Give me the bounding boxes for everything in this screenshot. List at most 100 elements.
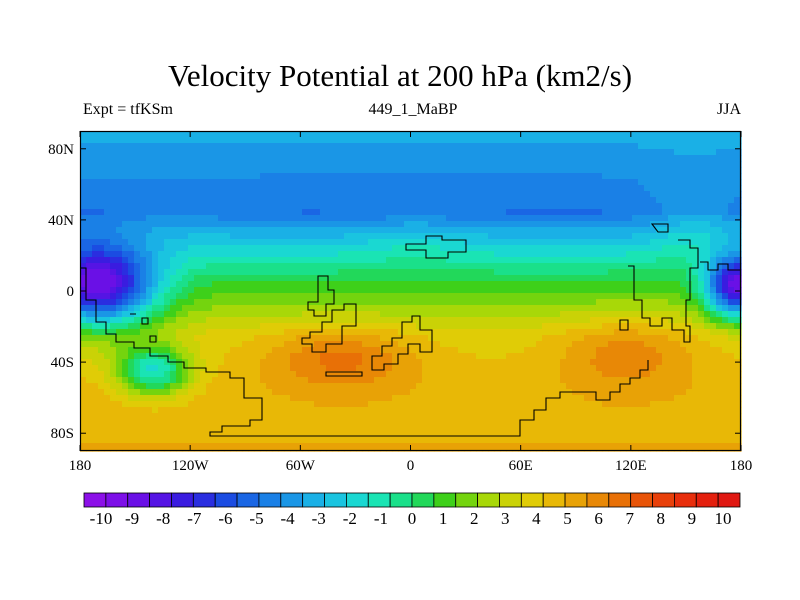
field-cell	[446, 341, 453, 348]
field-cell	[98, 275, 105, 282]
field-cell	[452, 293, 459, 300]
field-cell	[296, 215, 303, 222]
field-cell	[350, 293, 357, 300]
field-cell	[668, 383, 675, 390]
field-cell	[266, 221, 273, 228]
field-cell	[164, 341, 171, 348]
field-cell	[590, 353, 597, 360]
field-cell	[428, 317, 435, 324]
field-cell	[434, 161, 441, 168]
field-cell	[668, 371, 675, 378]
field-cell	[272, 299, 279, 306]
field-cell	[590, 323, 597, 330]
field-cell	[698, 167, 705, 174]
field-cell	[644, 293, 651, 300]
field-cell	[590, 341, 597, 348]
field-cell	[302, 209, 309, 216]
field-cell	[272, 365, 279, 372]
field-cell	[662, 341, 669, 348]
field-cell	[398, 365, 405, 372]
field-cell	[722, 179, 729, 186]
field-cell	[230, 197, 237, 204]
field-cell	[416, 257, 423, 264]
field-cell	[302, 131, 309, 138]
field-cell	[482, 131, 489, 138]
field-cell	[554, 167, 561, 174]
field-cell	[614, 341, 621, 348]
field-cell	[668, 179, 675, 186]
field-cell	[104, 221, 111, 228]
field-cell	[446, 287, 453, 294]
field-cell	[398, 317, 405, 324]
field-cell	[224, 317, 231, 324]
field-cell	[308, 281, 315, 288]
field-cell	[104, 251, 111, 258]
field-cell	[152, 221, 159, 228]
field-cell	[686, 383, 693, 390]
field-cell	[152, 215, 159, 222]
field-cell	[404, 245, 411, 252]
field-cell	[278, 329, 285, 336]
field-cell	[464, 287, 471, 294]
field-cell	[686, 173, 693, 180]
field-cell	[308, 197, 315, 204]
field-cell	[152, 239, 159, 246]
field-cell	[254, 149, 261, 156]
field-cell	[188, 197, 195, 204]
field-cell	[296, 173, 303, 180]
field-cell	[470, 221, 477, 228]
field-cell	[176, 329, 183, 336]
field-cell	[236, 239, 243, 246]
field-cell	[302, 179, 309, 186]
field-cell	[332, 371, 339, 378]
field-cell	[362, 209, 369, 216]
field-cell	[428, 149, 435, 156]
field-cell	[302, 137, 309, 144]
field-cell	[482, 359, 489, 366]
field-cell	[170, 221, 177, 228]
field-cell	[518, 311, 525, 318]
field-cell	[338, 317, 345, 324]
field-cell	[230, 263, 237, 270]
field-cell	[350, 245, 357, 252]
field-cell	[692, 329, 699, 336]
field-cell	[482, 335, 489, 342]
field-cell	[200, 335, 207, 342]
field-cell	[146, 335, 153, 342]
field-cell	[392, 227, 399, 234]
field-cell	[608, 293, 615, 300]
field-cell	[398, 191, 405, 198]
field-cell	[602, 209, 609, 216]
field-cell	[146, 275, 153, 282]
field-cell	[734, 215, 741, 222]
field-cell	[698, 149, 705, 156]
field-cell	[98, 251, 105, 258]
field-cell	[242, 257, 249, 264]
field-cell	[428, 269, 435, 276]
field-cell	[470, 197, 477, 204]
field-cell	[356, 263, 363, 270]
field-cell	[464, 239, 471, 246]
field-cell	[98, 299, 105, 306]
field-cell	[650, 155, 657, 162]
field-cell	[506, 389, 513, 396]
field-cell	[158, 341, 165, 348]
field-cell	[614, 167, 621, 174]
field-cell	[500, 245, 507, 252]
field-cell	[518, 197, 525, 204]
field-cell	[698, 287, 705, 294]
field-cell	[410, 251, 417, 258]
field-cell	[512, 191, 519, 198]
field-cell	[620, 395, 627, 402]
field-cell	[524, 179, 531, 186]
field-cell	[548, 167, 555, 174]
field-cell	[344, 137, 351, 144]
field-cell	[338, 359, 345, 366]
field-cell	[320, 179, 327, 186]
field-cell	[698, 203, 705, 210]
field-cell	[260, 203, 267, 210]
field-cell	[368, 233, 375, 240]
field-cell	[464, 173, 471, 180]
field-cell	[374, 155, 381, 162]
field-cell	[638, 347, 645, 354]
